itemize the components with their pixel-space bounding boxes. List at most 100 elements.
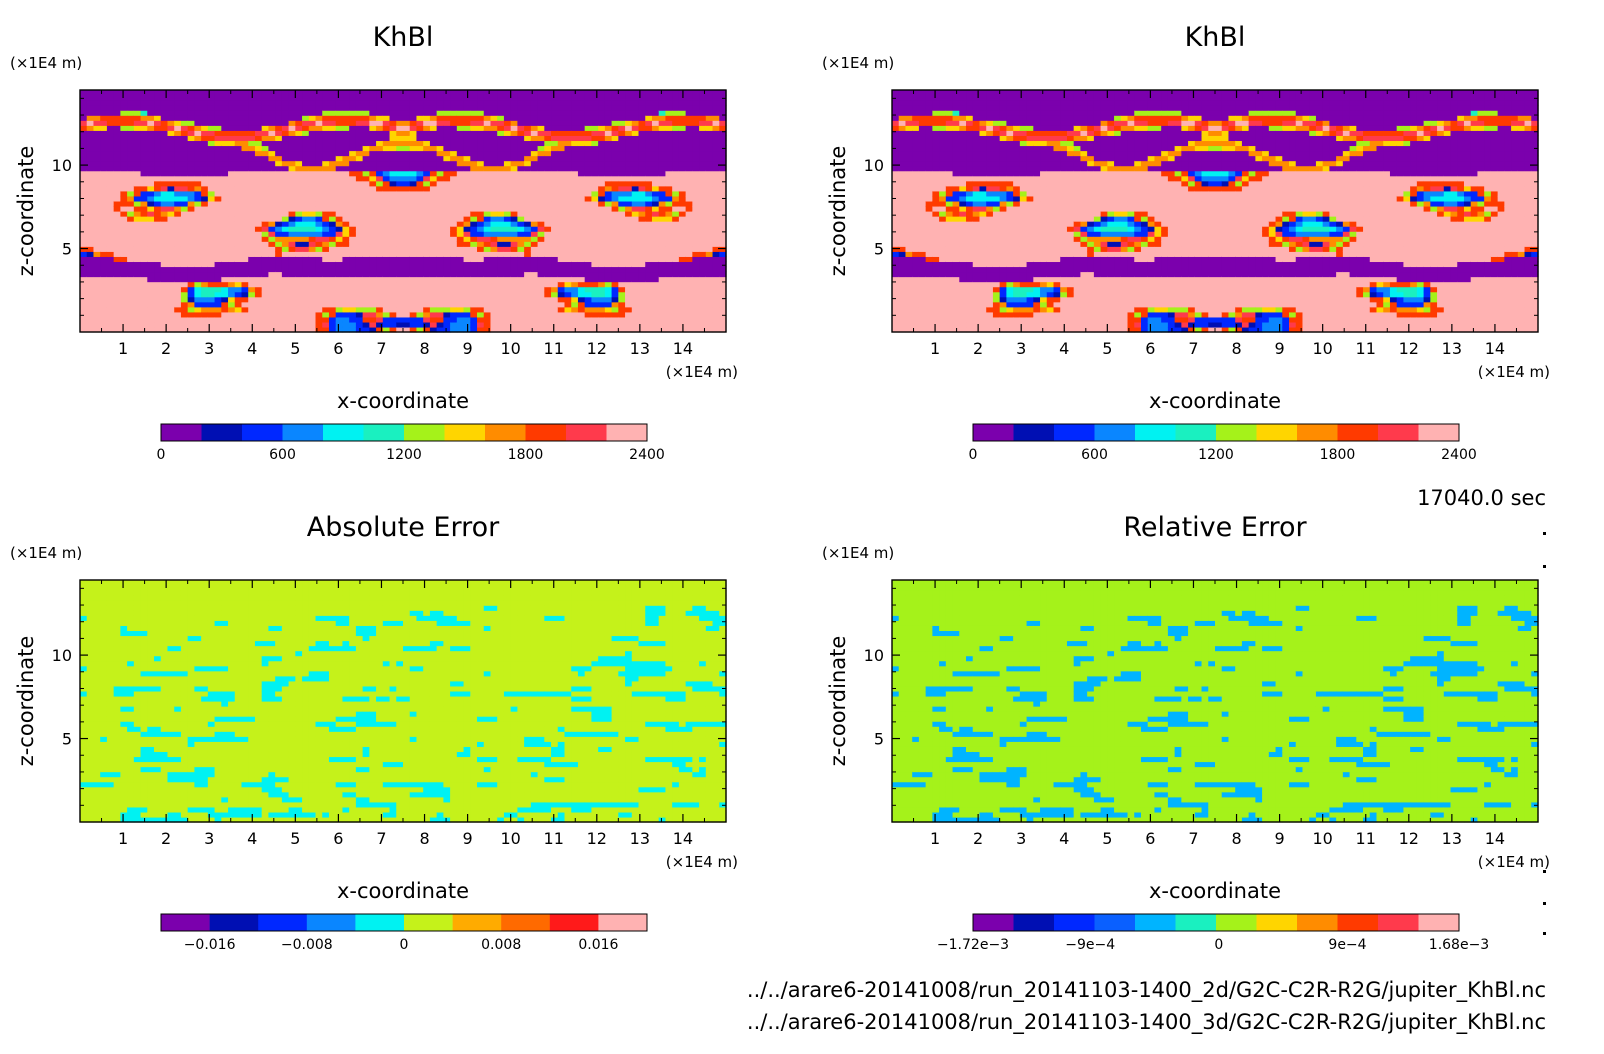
field-cell bbox=[241, 90, 249, 96]
field-cell bbox=[705, 160, 714, 167]
field-cell bbox=[221, 100, 229, 106]
field-cell bbox=[221, 95, 229, 101]
colorbar-tick-label: 0 bbox=[157, 447, 166, 463]
field-cell bbox=[241, 216, 249, 222]
field-cell bbox=[228, 185, 236, 192]
field-cell bbox=[241, 266, 249, 273]
field-cell bbox=[918, 306, 927, 313]
field-cell bbox=[490, 276, 498, 283]
field-cell bbox=[167, 125, 175, 131]
field-cell bbox=[140, 246, 148, 252]
field-cell bbox=[369, 95, 377, 101]
field-cell bbox=[403, 160, 411, 167]
field-cell bbox=[450, 195, 458, 202]
field-cell bbox=[672, 145, 680, 152]
field-cell bbox=[477, 150, 485, 157]
field-cell bbox=[905, 271, 913, 278]
field-cell bbox=[322, 150, 330, 157]
field-cell bbox=[295, 211, 303, 217]
field-cell bbox=[127, 160, 135, 167]
field-cell bbox=[604, 281, 613, 288]
field-cell bbox=[423, 200, 431, 207]
field-cell bbox=[362, 211, 370, 217]
field-cell bbox=[477, 306, 485, 313]
field-cell bbox=[477, 281, 485, 288]
field-cell bbox=[328, 236, 337, 242]
field-cell bbox=[80, 326, 88, 333]
field-cell bbox=[557, 216, 566, 222]
field-cell bbox=[564, 145, 572, 152]
field-cell bbox=[631, 170, 640, 177]
field-cell bbox=[100, 160, 108, 167]
field-cell bbox=[221, 326, 229, 333]
field-cell bbox=[712, 170, 720, 177]
field-cell bbox=[631, 291, 640, 298]
field-cell bbox=[275, 165, 283, 172]
field-cell bbox=[147, 155, 155, 162]
field-cell bbox=[167, 271, 175, 278]
field-cell bbox=[436, 135, 444, 142]
field-cell bbox=[335, 130, 344, 136]
field-cell bbox=[322, 170, 330, 177]
field-cell bbox=[335, 185, 344, 192]
field-cell bbox=[898, 120, 907, 126]
field-cell bbox=[268, 301, 276, 308]
field-cell bbox=[591, 276, 599, 283]
field-cell bbox=[423, 256, 431, 263]
field-cell bbox=[665, 296, 673, 303]
field-cell bbox=[268, 145, 276, 152]
field-cell bbox=[221, 195, 229, 202]
field-cell bbox=[470, 321, 478, 328]
z-unit-label: (×1E4 m) bbox=[10, 54, 82, 72]
field-cell bbox=[180, 281, 189, 288]
field-cell bbox=[604, 241, 613, 247]
field-cell bbox=[254, 241, 263, 247]
field-cell bbox=[288, 216, 296, 222]
field-cell bbox=[167, 160, 175, 167]
field-cell bbox=[912, 205, 920, 212]
field-cell bbox=[140, 155, 148, 162]
field-cell bbox=[248, 165, 256, 172]
field-cell bbox=[376, 115, 384, 121]
field-cell bbox=[524, 190, 532, 197]
field-cell bbox=[201, 281, 209, 288]
field-cell bbox=[342, 125, 350, 131]
field-cell bbox=[369, 261, 377, 268]
field-cell bbox=[918, 316, 927, 323]
field-cell bbox=[537, 226, 545, 232]
field-cell bbox=[268, 125, 276, 131]
field-cell bbox=[281, 221, 290, 227]
field-cell bbox=[658, 211, 667, 217]
field-cell bbox=[530, 261, 539, 268]
field-cell bbox=[308, 216, 317, 222]
field-cell bbox=[106, 90, 115, 96]
field-cell bbox=[551, 246, 559, 252]
field-cell bbox=[692, 125, 700, 131]
field-cell bbox=[898, 271, 907, 278]
field-cell bbox=[362, 281, 370, 288]
field-cell bbox=[477, 140, 485, 147]
field-cell bbox=[443, 135, 451, 142]
field-cell bbox=[477, 216, 485, 222]
field-cell bbox=[275, 251, 283, 257]
field-cell bbox=[463, 226, 471, 232]
field-cell bbox=[705, 261, 714, 268]
field-cell bbox=[180, 145, 189, 152]
field-cell bbox=[234, 271, 243, 278]
field-cell bbox=[382, 165, 391, 172]
field-cell bbox=[127, 301, 135, 308]
field-cell bbox=[591, 281, 599, 288]
field-cell bbox=[530, 125, 539, 131]
field-cell bbox=[349, 110, 357, 116]
field-cell bbox=[510, 236, 518, 242]
field-cell bbox=[396, 291, 404, 298]
field-cell bbox=[443, 190, 451, 197]
field-cell bbox=[194, 130, 202, 136]
field-cell bbox=[517, 180, 525, 187]
field-cell bbox=[355, 236, 364, 242]
field-cell bbox=[140, 286, 148, 293]
field-cell bbox=[201, 246, 209, 252]
field-cell bbox=[598, 231, 606, 237]
field-cell bbox=[207, 160, 216, 167]
field-cell bbox=[302, 296, 310, 303]
